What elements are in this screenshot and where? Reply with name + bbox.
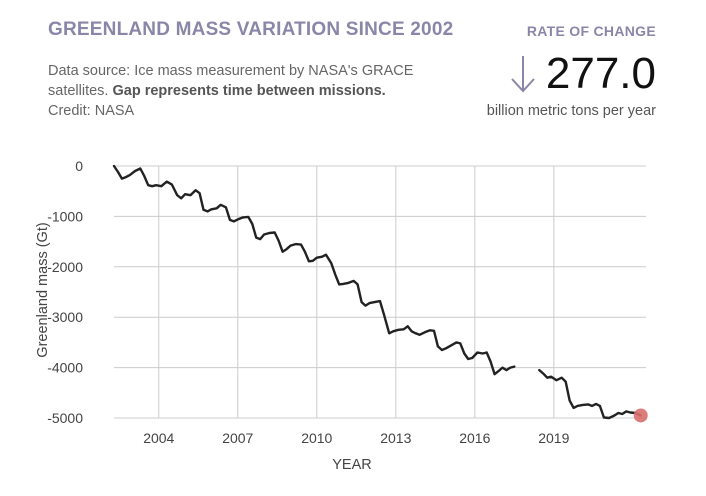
x-tick-label: 2010 <box>301 430 332 446</box>
x-tick-label: 2004 <box>143 430 174 446</box>
data-source-text: Data source: Ice mass measurement by NAS… <box>48 63 414 99</box>
chart-title: GREENLAND MASS VARIATION SINCE 2002 <box>48 19 454 40</box>
latest-value-marker <box>633 408 648 423</box>
chart-series <box>112 164 648 423</box>
chart-description: Data source: Ice mass measurement by NAS… <box>48 61 458 121</box>
y-tick-label: -2000 <box>47 259 83 275</box>
x-tick-label: 2007 <box>222 430 253 446</box>
x-tick-label: 2019 <box>538 430 569 446</box>
series-line-grace <box>112 164 516 376</box>
rate-of-change-unit: billion metric tons per year <box>486 103 656 119</box>
x-axis-ticks: 2004 2007 2010 2013 2016 2019 <box>143 430 569 446</box>
rate-of-change-label: RATE OF CHANGE <box>526 23 656 39</box>
y-tick-label: -1000 <box>47 208 83 224</box>
series-line-grace-fo <box>538 368 642 420</box>
credit-text: Credit: NASA <box>48 103 135 119</box>
y-axis-ticks: 0 -1000 -2000 -3000 -4000 -5000 <box>47 158 83 426</box>
x-tick-label: 2016 <box>459 430 490 446</box>
y-axis-title: Greenland mass (Gt) <box>35 222 51 357</box>
y-tick-label: 0 <box>75 158 83 174</box>
chart-grid <box>114 165 646 419</box>
rate-of-change-value: 277.0 <box>545 49 656 98</box>
x-tick-label: 2013 <box>380 430 411 446</box>
y-tick-label: -3000 <box>47 309 83 325</box>
arrow-down-icon <box>511 56 535 93</box>
x-axis-title: YEAR <box>332 457 372 473</box>
gap-note-text: Gap represents time between missions. <box>112 83 386 99</box>
rate-of-change-value-row: 277.0 <box>510 52 656 96</box>
y-tick-label: -5000 <box>47 410 83 426</box>
y-tick-label: -4000 <box>47 360 83 376</box>
